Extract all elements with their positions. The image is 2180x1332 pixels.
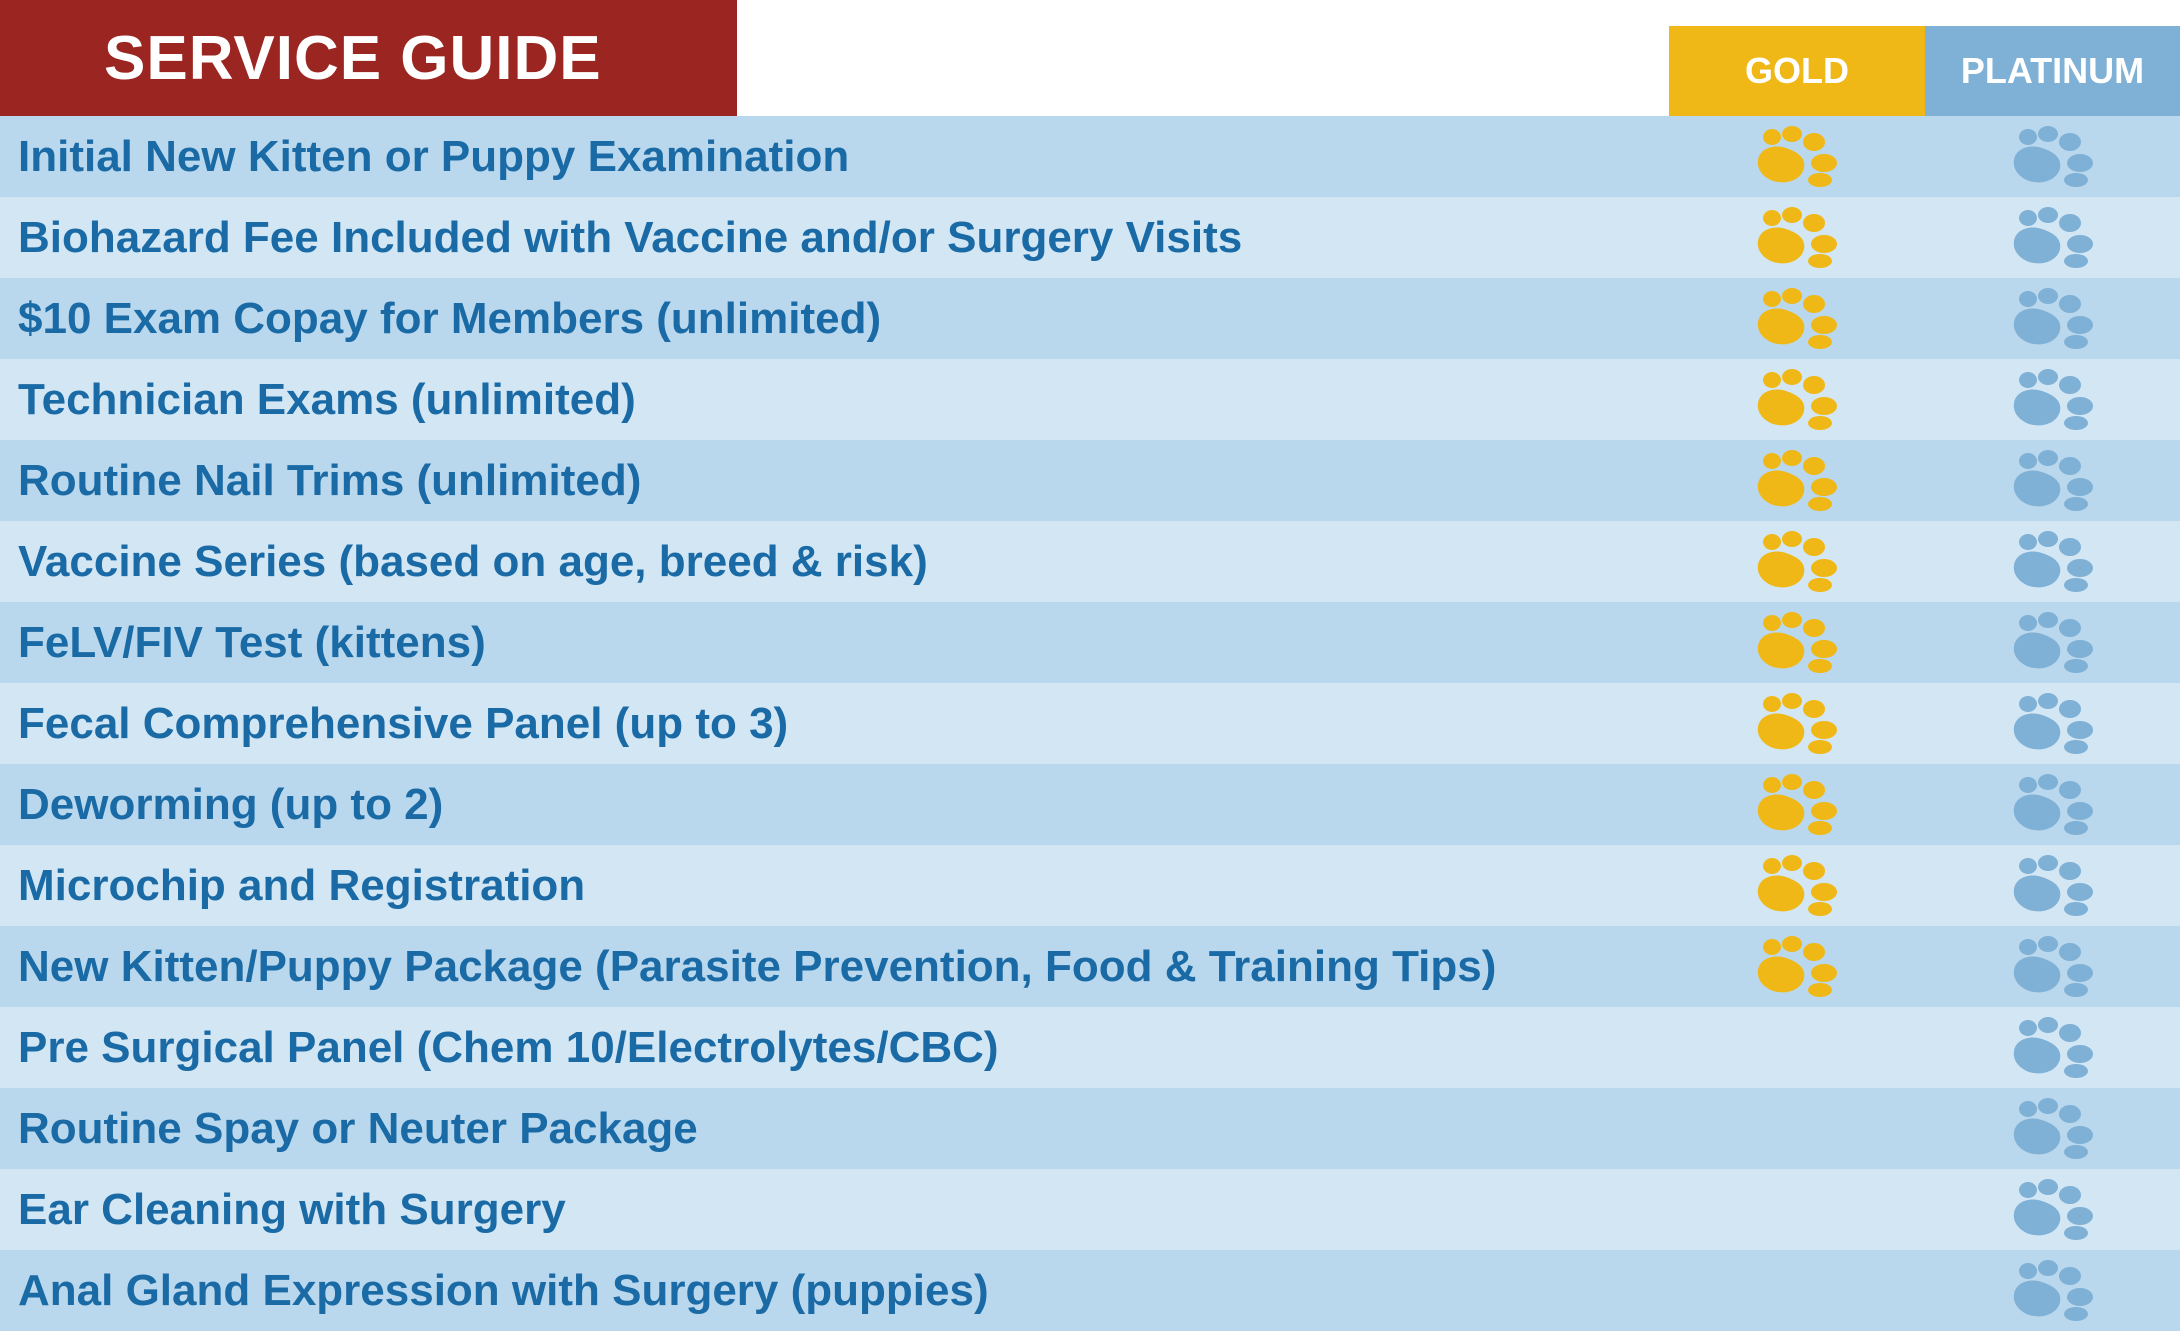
- platinum-paw-icon: [2008, 1016, 2094, 1079]
- table-row: Anal Gland Expression with Surgery (pupp…: [0, 1250, 2180, 1331]
- page-title: SERVICE GUIDE: [104, 23, 602, 93]
- service-label: Initial New Kitten or Puppy Examination: [18, 131, 850, 181]
- service-label: Microchip and Registration: [18, 860, 586, 910]
- service-label: Fecal Comprehensive Panel (up to 3): [18, 698, 789, 748]
- gold-paw-icon: [1752, 854, 1838, 917]
- platinum-paw-icon: [2008, 530, 2094, 593]
- table-row: New Kitten/Puppy Package (Parasite Preve…: [0, 926, 2180, 1007]
- gold-paw-icon: [1752, 935, 1838, 998]
- table-row: Initial New Kitten or Puppy Examination: [0, 116, 2180, 197]
- platinum-paw-icon: [2008, 935, 2094, 998]
- platinum-paw-icon: [2008, 449, 2094, 512]
- service-label: Routine Nail Trims (unlimited): [18, 455, 642, 505]
- service-label: Ear Cleaning with Surgery: [18, 1184, 566, 1234]
- table-row: Technician Exams (unlimited): [0, 359, 2180, 440]
- service-label: Pre Surgical Panel (Chem 10/Electrolytes…: [18, 1022, 999, 1072]
- table-row: $10 Exam Copay for Members (unlimited): [0, 278, 2180, 359]
- gold-paw-icon: [1752, 125, 1838, 188]
- gold-paw-icon: [1752, 611, 1838, 674]
- table-row: Deworming (up to 2): [0, 764, 2180, 845]
- service-label: Anal Gland Expression with Surgery (pupp…: [18, 1265, 989, 1315]
- platinum-paw-icon: [2008, 773, 2094, 836]
- platinum-paw-icon: [2008, 692, 2094, 755]
- gold-column-header: GOLD: [1669, 26, 1925, 116]
- table-row: Microchip and Registration: [0, 845, 2180, 926]
- gold-paw-icon: [1752, 287, 1838, 350]
- service-label: Technician Exams (unlimited): [18, 374, 636, 424]
- platinum-paw-icon: [2008, 1097, 2094, 1160]
- table-row: FeLV/FIV Test (kittens): [0, 602, 2180, 683]
- platinum-paw-icon: [2008, 206, 2094, 269]
- table-row: Biohazard Fee Included with Vaccine and/…: [0, 197, 2180, 278]
- table-row: Ear Cleaning with Surgery: [0, 1169, 2180, 1250]
- service-label: FeLV/FIV Test (kittens): [18, 617, 486, 667]
- service-label: Vaccine Series (based on age, breed & ri…: [18, 536, 928, 586]
- platinum-paw-icon: [2008, 125, 2094, 188]
- platinum-paw-icon: [2008, 1178, 2094, 1241]
- service-label: Routine Spay or Neuter Package: [18, 1103, 698, 1153]
- service-label: Biohazard Fee Included with Vaccine and/…: [18, 212, 1243, 262]
- platinum-paw-icon: [2008, 368, 2094, 431]
- gold-paw-icon: [1752, 692, 1838, 755]
- platinum-paw-icon: [2008, 611, 2094, 674]
- platinum-paw-icon: [2008, 1259, 2094, 1322]
- gold-paw-icon: [1752, 206, 1838, 269]
- table-row: Vaccine Series (based on age, breed & ri…: [0, 521, 2180, 602]
- platinum-column-header: PLATINUM: [1925, 26, 2180, 116]
- title-banner: SERVICE GUIDE: [0, 0, 737, 116]
- table-row: Routine Spay or Neuter Package: [0, 1088, 2180, 1169]
- service-table: Initial New Kitten or Puppy Examination …: [0, 116, 2180, 1331]
- service-label: $10 Exam Copay for Members (unlimited): [18, 293, 882, 343]
- table-row: Fecal Comprehensive Panel (up to 3): [0, 683, 2180, 764]
- platinum-paw-icon: [2008, 854, 2094, 917]
- service-label: Deworming (up to 2): [18, 779, 444, 829]
- gold-paw-icon: [1752, 530, 1838, 593]
- gold-paw-icon: [1752, 368, 1838, 431]
- gold-paw-icon: [1752, 449, 1838, 512]
- gold-paw-icon: [1752, 773, 1838, 836]
- platinum-paw-icon: [2008, 287, 2094, 350]
- service-label: New Kitten/Puppy Package (Parasite Preve…: [18, 941, 1497, 991]
- table-row: Routine Nail Trims (unlimited): [0, 440, 2180, 521]
- table-row: Pre Surgical Panel (Chem 10/Electrolytes…: [0, 1007, 2180, 1088]
